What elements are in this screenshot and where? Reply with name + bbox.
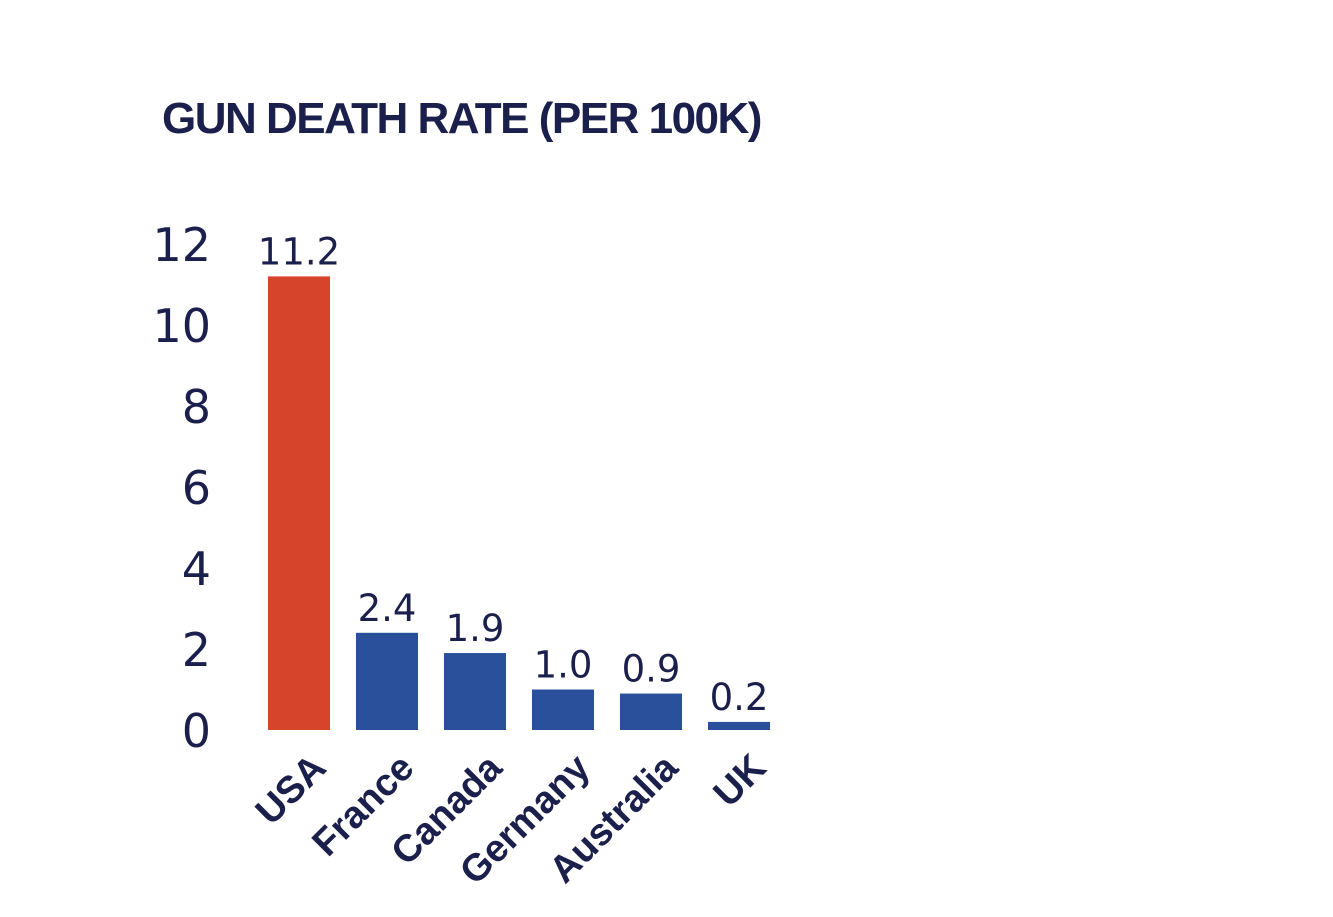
y-tick-label: 6 — [182, 461, 211, 515]
y-tick-label: 12 — [152, 218, 211, 272]
y-axis: 0 2 4 6 8 10 12 — [152, 218, 211, 758]
value-labels: 11.2 2.4 1.9 1.0 0.9 0.2 — [258, 230, 769, 719]
y-tick-label: 4 — [182, 542, 211, 596]
bar-usa — [268, 276, 330, 730]
bar-australia — [620, 693, 682, 730]
value-label: 0.2 — [710, 676, 769, 719]
category-label: UK — [706, 746, 775, 815]
value-label: 0.9 — [622, 648, 681, 691]
value-label: 1.9 — [446, 607, 505, 650]
y-tick-label: 0 — [182, 704, 211, 758]
bar-canada — [444, 653, 506, 730]
y-tick-label: 2 — [182, 623, 211, 677]
value-label: 11.2 — [258, 230, 340, 273]
bars — [268, 276, 770, 730]
y-tick-label: 10 — [152, 299, 211, 353]
value-label: 2.4 — [358, 587, 417, 630]
bar-uk — [708, 721, 770, 730]
chart-title: GUN DEATH RATE (PER 100K) — [162, 94, 761, 143]
bar-germany — [532, 689, 594, 730]
bar-france — [356, 632, 418, 730]
y-tick-label: 8 — [182, 380, 211, 434]
value-label: 1.0 — [534, 644, 593, 687]
